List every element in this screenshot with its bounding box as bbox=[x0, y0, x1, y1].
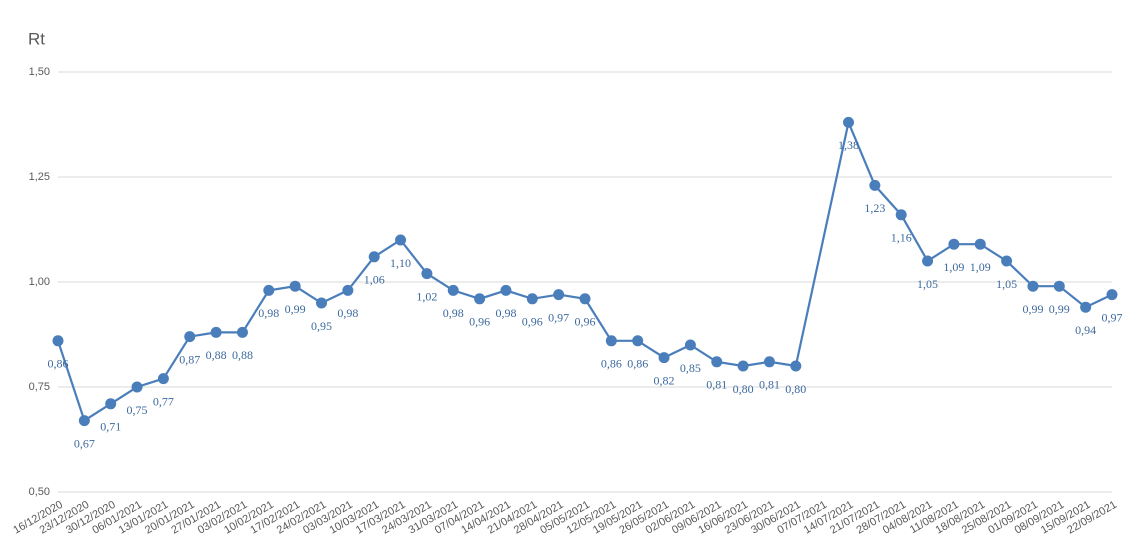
value-label: 0,99 bbox=[1049, 302, 1070, 316]
point bbox=[210, 326, 222, 338]
y-tick-label: 0,50 bbox=[29, 486, 50, 498]
point bbox=[553, 289, 565, 301]
point bbox=[763, 356, 775, 368]
value-label: 1,09 bbox=[943, 260, 964, 274]
value-label: 0,81 bbox=[759, 378, 780, 392]
point bbox=[368, 251, 380, 263]
point bbox=[843, 116, 854, 128]
value-label: 0,96 bbox=[469, 315, 490, 329]
value-label: 0,98 bbox=[337, 306, 358, 320]
point bbox=[1080, 301, 1092, 313]
value-label: 0,86 bbox=[601, 357, 622, 371]
point bbox=[184, 331, 196, 343]
point bbox=[447, 284, 459, 296]
value-label: 0,80 bbox=[733, 382, 754, 396]
value-label: 1,10 bbox=[390, 256, 411, 270]
point bbox=[948, 238, 960, 250]
value-label: 0,87 bbox=[179, 352, 200, 366]
value-label: 0,77 bbox=[153, 394, 174, 408]
point bbox=[1001, 255, 1013, 267]
point bbox=[790, 360, 802, 372]
value-label: 0,81 bbox=[706, 378, 727, 392]
value-label: 0,88 bbox=[206, 348, 227, 362]
value-label: 0,71 bbox=[100, 420, 121, 434]
value-label: 0,96 bbox=[575, 315, 596, 329]
value-label: 1,05 bbox=[917, 277, 938, 291]
point bbox=[157, 373, 169, 385]
point bbox=[263, 284, 275, 296]
point bbox=[1106, 289, 1118, 301]
point bbox=[342, 284, 354, 296]
point bbox=[922, 255, 934, 267]
y-tick-label: 1,25 bbox=[29, 171, 50, 183]
value-label: 0,85 bbox=[680, 361, 701, 375]
value-label: 1,05 bbox=[996, 277, 1017, 291]
line bbox=[56, 118, 1113, 423]
value-label: 0,96 bbox=[522, 315, 543, 329]
value-label: 0,75 bbox=[127, 403, 148, 417]
point bbox=[1027, 280, 1039, 292]
value-label: 0,97 bbox=[1102, 310, 1123, 324]
value-label: 0,95 bbox=[311, 319, 332, 333]
point bbox=[737, 360, 749, 372]
y-axis-title: Rt bbox=[28, 29, 45, 48]
point bbox=[974, 238, 986, 250]
value-label: 1,38 bbox=[838, 138, 859, 152]
point bbox=[236, 326, 248, 338]
point bbox=[78, 415, 90, 427]
point bbox=[395, 234, 407, 246]
point bbox=[684, 339, 696, 351]
point bbox=[289, 280, 301, 292]
point bbox=[105, 398, 117, 410]
value-label: 1,09 bbox=[970, 260, 991, 274]
y-tick-label: 1,50 bbox=[29, 66, 50, 78]
value-label: 0,98 bbox=[443, 306, 464, 320]
point bbox=[131, 381, 143, 393]
value-label: 0,82 bbox=[654, 373, 675, 387]
point bbox=[421, 268, 433, 280]
value-label: 0,99 bbox=[1022, 302, 1043, 316]
point bbox=[526, 293, 538, 305]
point bbox=[869, 179, 881, 191]
value-label: 1,16 bbox=[891, 231, 912, 245]
point bbox=[1053, 280, 1065, 292]
value-label: 0,80 bbox=[785, 382, 806, 396]
y-tick-label: 0,75 bbox=[29, 381, 50, 393]
point bbox=[500, 284, 512, 296]
value-label: 1,06 bbox=[364, 273, 385, 287]
y-tick-label: 1,00 bbox=[29, 276, 50, 288]
value-label: 0,98 bbox=[495, 306, 516, 320]
point bbox=[658, 352, 670, 364]
point bbox=[605, 335, 617, 347]
value-label: 0,99 bbox=[285, 302, 306, 316]
point bbox=[711, 356, 723, 368]
value-label: 1,02 bbox=[416, 289, 437, 303]
value-label: 0,86 bbox=[48, 357, 69, 371]
point bbox=[52, 335, 64, 347]
value-label: 0,97 bbox=[548, 310, 569, 324]
value-label: 0,86 bbox=[627, 357, 648, 371]
value-label: 0,88 bbox=[232, 348, 253, 362]
point bbox=[579, 293, 591, 305]
point bbox=[632, 335, 644, 347]
point bbox=[895, 209, 907, 221]
value-label: 1,23 bbox=[864, 201, 885, 215]
point bbox=[316, 297, 327, 309]
value-label: 0,98 bbox=[258, 306, 279, 320]
value-label: 0,94 bbox=[1075, 323, 1096, 337]
point bbox=[474, 293, 486, 305]
value-label: 0,67 bbox=[74, 436, 95, 450]
